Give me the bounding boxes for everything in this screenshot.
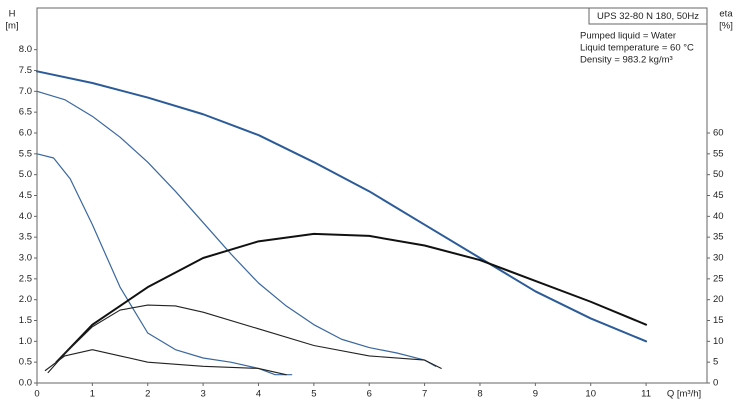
curve xyxy=(44,349,287,376)
annotation: Density = 983.2 kg/m³ xyxy=(580,55,673,66)
y-tick-label: 3.5 xyxy=(19,232,32,243)
y2-tick-label: 15 xyxy=(713,315,724,326)
y2-tick-label: 40 xyxy=(713,211,724,222)
y-tick-label: 8.0 xyxy=(19,44,32,55)
y2-tick-label: 5 xyxy=(713,357,718,368)
x-tick-label: 6 xyxy=(367,389,372,400)
y2-tick-label: 25 xyxy=(713,273,724,284)
y-tick-label: 6.0 xyxy=(19,128,32,139)
x-tick-label: 9 xyxy=(533,389,538,400)
x-tick-label: 7 xyxy=(422,389,427,400)
y-label: H xyxy=(9,9,16,20)
curve xyxy=(47,304,442,374)
x-tick-label: 1 xyxy=(90,389,95,400)
y2-tick-label: 20 xyxy=(713,294,724,305)
x-tick-label: 10 xyxy=(585,389,596,400)
y-tick-label: 1.0 xyxy=(19,336,32,347)
y-tick-label: 4.0 xyxy=(19,211,32,222)
y-tick-label: 5.0 xyxy=(19,169,32,180)
annotation: Pumped liquid = Water xyxy=(580,31,676,42)
y-tick-label: 6.5 xyxy=(19,107,32,118)
curve xyxy=(55,232,648,364)
y-tick-label: 0.5 xyxy=(19,357,32,368)
x-tick-label: 5 xyxy=(311,389,316,400)
y2-tick-label: 60 xyxy=(713,128,724,139)
y2-label: eta xyxy=(719,9,733,20)
y-tick-label: 5.5 xyxy=(19,148,32,159)
x-tick-label: 11 xyxy=(641,389,651,400)
y2-tick-label: 35 xyxy=(713,232,724,243)
x-tick-label: 4 xyxy=(256,389,261,400)
y2-tick-label: 0 xyxy=(713,378,718,389)
annotation: Liquid temperature = 60 °C xyxy=(580,43,694,54)
y-tick-label: 4.5 xyxy=(19,190,32,201)
x-tick-label: 0 xyxy=(34,389,39,400)
y-tick-label: 7.5 xyxy=(19,65,32,76)
y2-tick-label: 45 xyxy=(713,190,724,201)
y2-unit: [%] xyxy=(719,21,733,32)
x-tick-label: 8 xyxy=(477,389,482,400)
y2-tick-label: 55 xyxy=(713,148,724,159)
x-tick-label: 3 xyxy=(200,389,205,400)
y2-tick-label: 10 xyxy=(713,336,724,347)
y-unit: [m] xyxy=(5,21,18,32)
curve xyxy=(36,90,437,367)
y-tick-label: 0.0 xyxy=(19,378,32,389)
y2-tick-label: 50 xyxy=(713,169,724,180)
y-tick-label: 2.5 xyxy=(19,273,32,284)
y2-tick-label: 30 xyxy=(713,253,724,264)
curve xyxy=(36,70,648,343)
y-tick-label: 7.0 xyxy=(19,86,32,97)
x-label: Q [m³/h] xyxy=(667,389,701,400)
x-tick-label: 2 xyxy=(145,389,150,400)
y-tick-label: 3.0 xyxy=(19,253,32,264)
y-tick-label: 1.5 xyxy=(19,315,32,326)
chart-title: UPS 32-80 N 180, 50Hz xyxy=(597,11,699,22)
y-tick-label: 2.0 xyxy=(19,294,32,305)
